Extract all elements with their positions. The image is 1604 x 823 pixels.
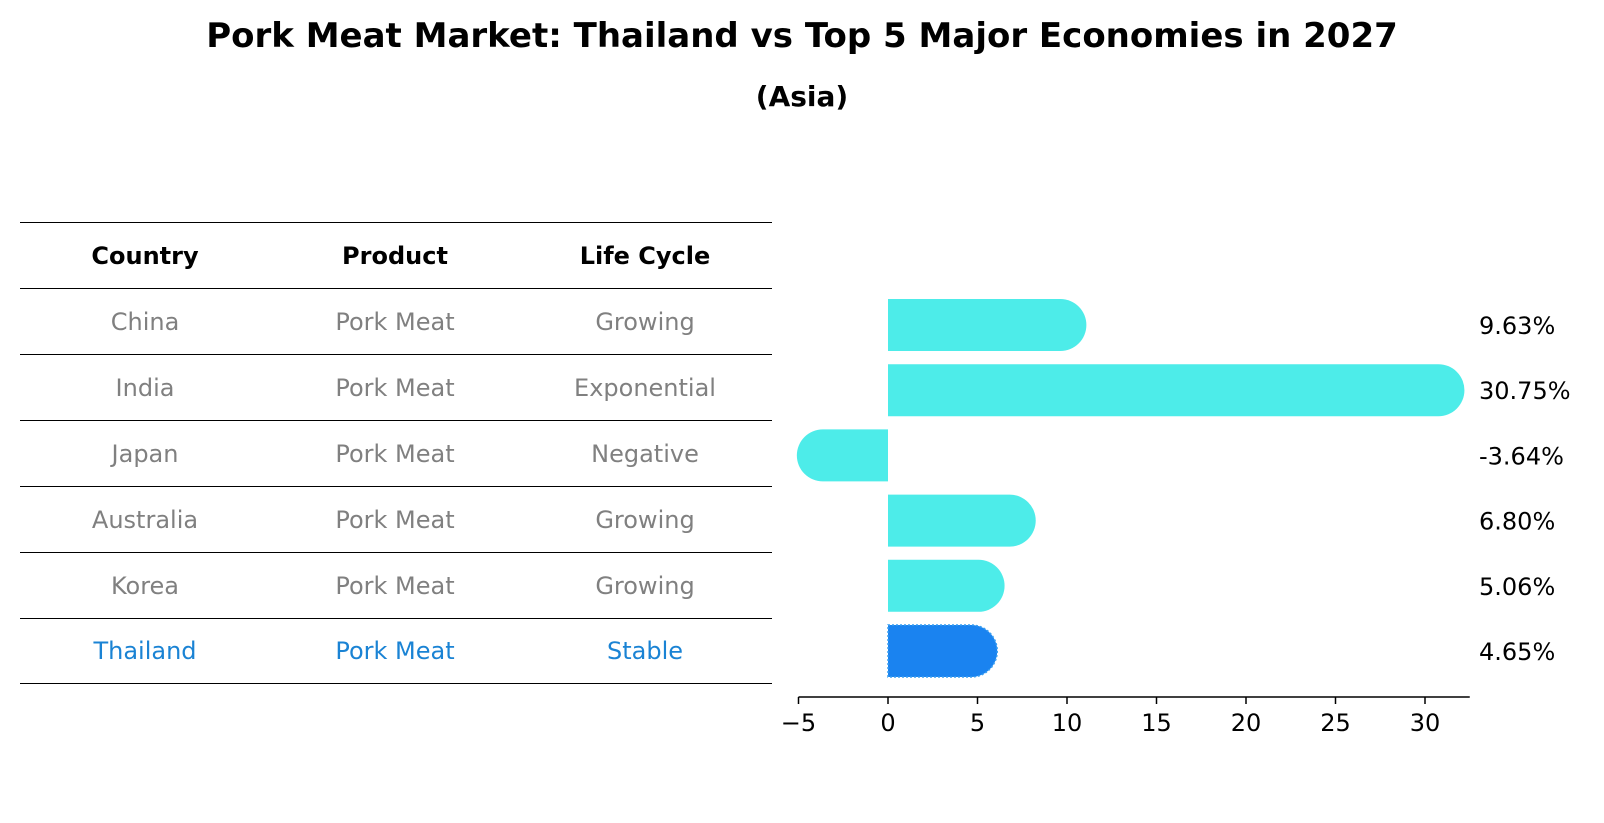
life-cycle-cell: Growing (595, 571, 695, 600)
product-cell: Pork Meat (335, 571, 455, 600)
bar-china (888, 299, 1087, 351)
column-header-life-cycle: Life Cycle (579, 241, 711, 270)
comparison-table: Country Product Life Cycle China Pork Me… (20, 222, 772, 684)
life-cycle-cell: Stable (606, 637, 684, 665)
bar-australia (888, 494, 1036, 547)
life-cycle-cell: Growing (595, 307, 695, 336)
bar-india (888, 364, 1465, 417)
x-tick-label: 30 (1410, 709, 1441, 737)
chart-subtitle: (Asia) (755, 80, 849, 113)
x-tick-label: 20 (1231, 709, 1262, 737)
table-row: Australia Pork Meat Growing (20, 486, 772, 552)
country-cell: Korea (110, 571, 180, 600)
country-cell: Australia (91, 505, 199, 534)
table-row: India Pork Meat Exponential (20, 354, 772, 420)
value-label-japan: -3.64% (1479, 442, 1564, 470)
product-cell: Pork Meat (335, 439, 455, 468)
bar-korea (888, 559, 1005, 612)
x-tick-label: 0 (880, 709, 895, 737)
x-tick-label: 25 (1320, 709, 1351, 737)
x-tick-label: 10 (1052, 709, 1083, 737)
table-row: Korea Pork Meat Growing (20, 552, 772, 618)
life-cycle-cell: Exponential (574, 373, 716, 402)
value-label-korea: 5.06% (1479, 573, 1555, 601)
table-row: Japan Pork Meat Negative (20, 420, 772, 486)
life-cycle-cell: Growing (595, 505, 695, 534)
life-cycle-cell: Negative (591, 439, 699, 468)
x-tick-label: −5 (781, 709, 816, 737)
value-label-china: 9.63% (1479, 312, 1555, 340)
column-header-country: Country (91, 241, 199, 270)
bar-japan (796, 429, 888, 482)
country-cell: Thailand (93, 637, 197, 665)
product-cell: Pork Meat (335, 505, 455, 534)
bar-thailand (887, 624, 998, 678)
table-header-row: Country Product Life Cycle (20, 222, 772, 288)
column-header-product: Product (342, 241, 448, 270)
value-label-india: 30.75% (1479, 377, 1571, 405)
country-cell: India (115, 373, 175, 402)
value-label-thailand: 4.65% (1479, 638, 1555, 666)
product-cell: Pork Meat (335, 373, 455, 402)
table-row-highlighted: Thailand Pork Meat Stable (20, 618, 772, 684)
table-row: China Pork Meat Growing (20, 288, 772, 354)
country-cell: China (110, 307, 180, 336)
x-tick-label: 5 (970, 709, 985, 737)
chart-title: Pork Meat Market: Thailand vs Top 5 Majo… (206, 16, 1398, 56)
x-tick-label: 15 (1141, 709, 1172, 737)
country-cell: Japan (111, 439, 179, 468)
product-cell: Pork Meat (335, 637, 455, 665)
product-cell: Pork Meat (335, 307, 455, 336)
value-label-australia: 6.80% (1479, 508, 1555, 536)
